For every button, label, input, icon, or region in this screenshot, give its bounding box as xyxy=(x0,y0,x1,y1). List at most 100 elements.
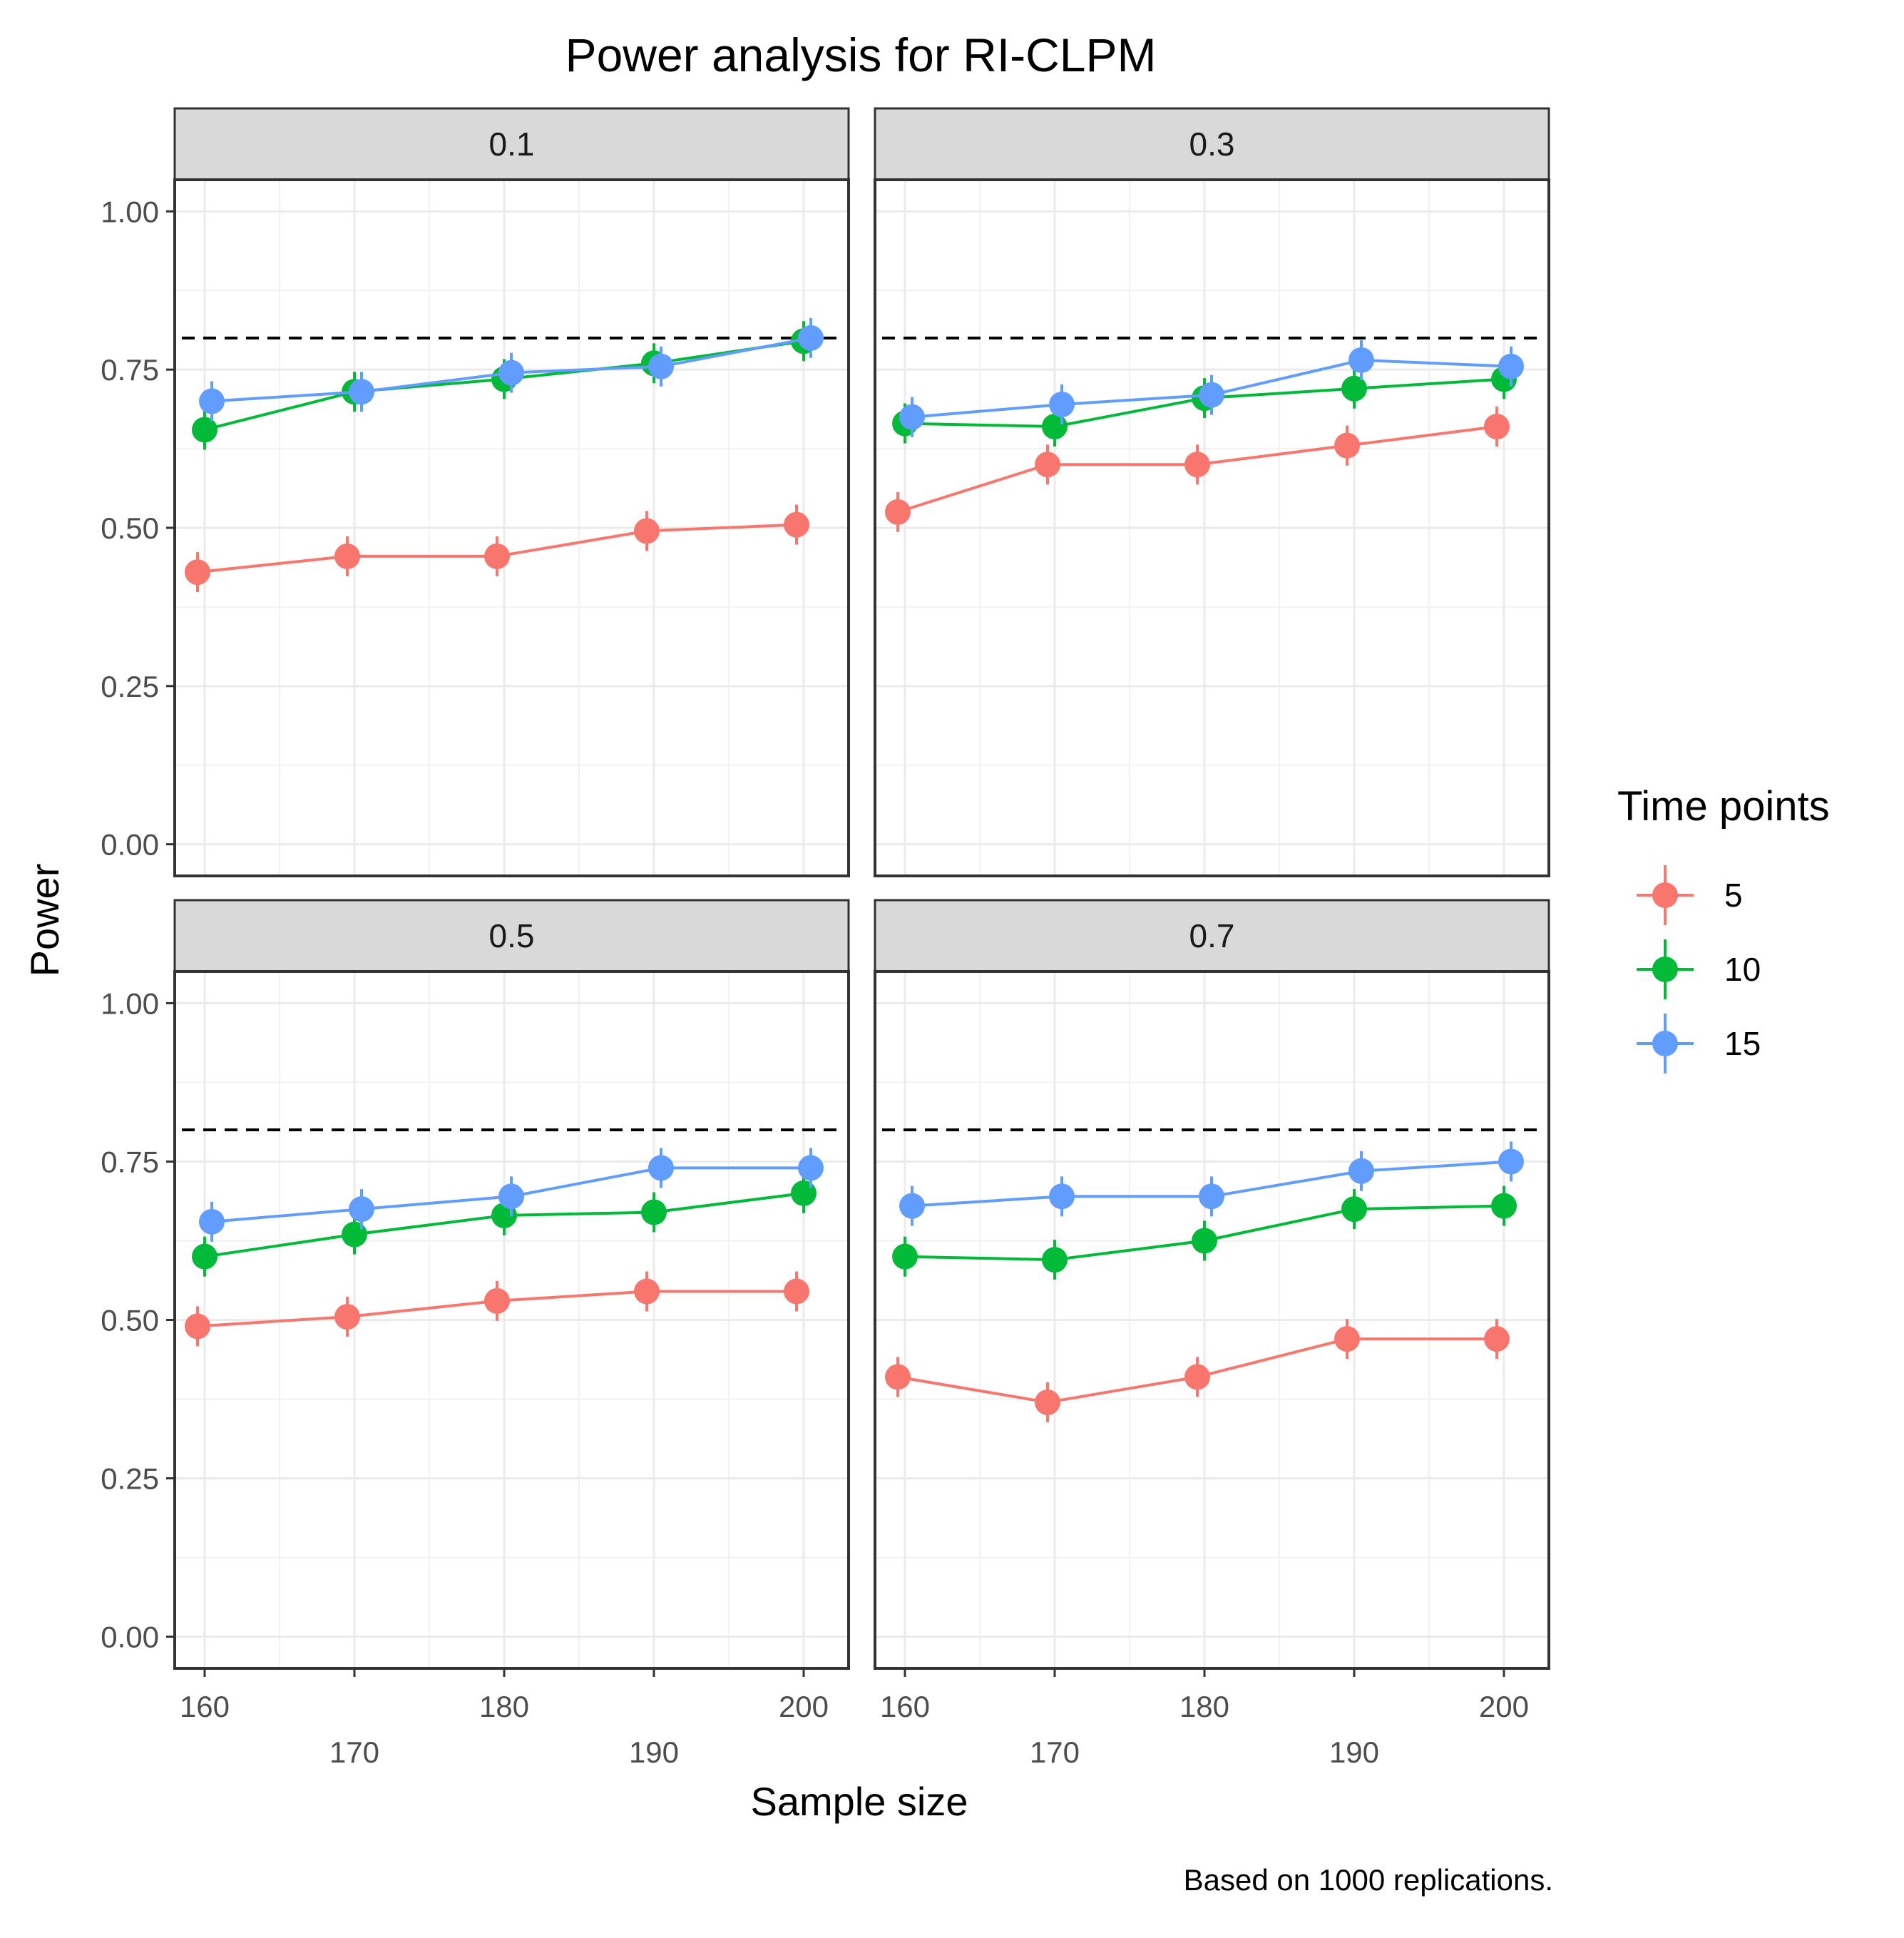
legend-key-point xyxy=(1652,957,1678,982)
facet-panel: 0.7 xyxy=(874,899,1550,1670)
data-point xyxy=(798,1155,824,1181)
data-point xyxy=(1035,1389,1060,1415)
data-point xyxy=(498,359,524,386)
data-point xyxy=(334,1304,360,1330)
legend-title: Time points xyxy=(1617,783,1830,830)
x-axis-ticks: 160 170 180 190 200 160 170 180 190 200 xyxy=(180,1668,1529,1769)
legend-label: 15 xyxy=(1724,1025,1761,1062)
data-point xyxy=(1498,353,1524,379)
data-point xyxy=(648,1155,674,1181)
data-point xyxy=(892,1243,918,1270)
y-axis-label: Power xyxy=(22,864,67,977)
data-point xyxy=(1042,414,1068,440)
caption: Based on 1000 replications. xyxy=(1184,1863,1553,1897)
data-point xyxy=(1484,1326,1510,1352)
data-point xyxy=(1341,375,1367,402)
facet-strip-label: 0.5 xyxy=(489,917,535,954)
data-point xyxy=(199,1208,225,1235)
data-point xyxy=(1491,1193,1517,1219)
data-point xyxy=(334,543,360,569)
data-point xyxy=(634,1278,660,1305)
data-point xyxy=(342,1221,367,1248)
y-tick-label: 0.50 xyxy=(101,1304,159,1337)
data-point xyxy=(1049,391,1075,417)
panel-border xyxy=(874,178,1550,877)
data-point xyxy=(798,325,824,351)
x-tick-label: 180 xyxy=(479,1690,529,1723)
y-tick-label: 0.25 xyxy=(101,1462,159,1496)
data-point xyxy=(1049,1183,1075,1210)
facet-strip-label: 0.7 xyxy=(1189,917,1235,954)
legend-key-point xyxy=(1652,1031,1678,1056)
data-point xyxy=(185,1313,210,1340)
data-point xyxy=(1484,414,1510,440)
legend-item: 5 xyxy=(1637,865,1743,925)
data-point xyxy=(1334,432,1360,459)
data-point xyxy=(791,1180,817,1206)
y-tick-label: 0.50 xyxy=(101,511,159,545)
data-point xyxy=(634,518,660,544)
facet-panels: 0.10.000.250.500.751.000.30.50.000.250.5… xyxy=(101,107,1550,1670)
data-point xyxy=(1498,1148,1524,1175)
y-tick-label: 0.00 xyxy=(101,1621,159,1654)
x-tick-label: 200 xyxy=(779,1690,829,1723)
x-tick-label: 190 xyxy=(1329,1735,1379,1769)
data-point xyxy=(1199,382,1224,408)
legend-key-point xyxy=(1652,882,1678,908)
data-point xyxy=(199,388,225,414)
data-point xyxy=(648,353,674,379)
x-tick-label: 160 xyxy=(880,1690,930,1723)
data-point xyxy=(349,1196,374,1223)
data-point xyxy=(1348,1158,1374,1184)
facet-panel: 0.5 0.00 0.25 0.50 0.75 1.00 xyxy=(101,899,850,1670)
legend-item: 15 xyxy=(1637,1014,1761,1073)
data-point xyxy=(484,1287,510,1314)
x-tick-label: 200 xyxy=(1479,1690,1529,1723)
facet-strip xyxy=(173,107,850,181)
y-tick-label: 1.00 xyxy=(101,986,159,1020)
x-tick-label: 170 xyxy=(1030,1735,1080,1769)
legend-label: 10 xyxy=(1724,951,1761,988)
data-point xyxy=(1199,1183,1224,1210)
y-tick-label: 1.00 xyxy=(101,195,159,228)
data-point xyxy=(784,1278,809,1305)
x-tick-label: 160 xyxy=(180,1690,230,1723)
y-tick-label: 0.75 xyxy=(101,353,159,387)
y-tick-label: 0.00 xyxy=(101,828,159,862)
data-point xyxy=(784,511,809,538)
x-tick-label: 190 xyxy=(629,1735,679,1769)
data-point xyxy=(192,1243,217,1270)
data-point xyxy=(1184,452,1210,478)
data-point xyxy=(484,543,510,569)
facet-panel: 0.3 xyxy=(874,107,1550,877)
legend-label: 5 xyxy=(1724,877,1743,914)
facet-strip-label: 0.3 xyxy=(1189,126,1235,163)
data-point xyxy=(192,417,217,443)
data-point xyxy=(899,404,925,430)
data-point xyxy=(899,1193,925,1219)
data-point xyxy=(885,1364,911,1390)
panel-border xyxy=(874,970,1550,1670)
data-point xyxy=(498,1183,524,1210)
data-point xyxy=(641,1199,667,1225)
data-point xyxy=(1334,1326,1360,1352)
data-point xyxy=(1192,1228,1217,1254)
data-point xyxy=(1035,452,1060,478)
legend: Time points 5 10 15 xyxy=(1617,783,1830,1073)
legend-items: 5 10 15 xyxy=(1637,865,1761,1073)
x-tick-label: 180 xyxy=(1179,1690,1229,1723)
facet-strip xyxy=(173,899,850,973)
data-point xyxy=(1341,1196,1367,1223)
data-point xyxy=(1184,1364,1210,1390)
facet-panel: 0.1 0.00 0.25 0.50 0.75 1.00 xyxy=(101,107,850,877)
data-point xyxy=(885,499,911,525)
x-axis-label: Sample size xyxy=(750,1779,968,1824)
x-tick-label: 170 xyxy=(329,1735,379,1769)
facet-strip-label: 0.1 xyxy=(489,126,535,163)
y-tick-label: 0.75 xyxy=(101,1145,159,1178)
data-point xyxy=(349,379,374,405)
y-tick-label: 0.25 xyxy=(101,670,159,703)
data-point xyxy=(185,559,210,586)
data-point xyxy=(1348,347,1374,373)
